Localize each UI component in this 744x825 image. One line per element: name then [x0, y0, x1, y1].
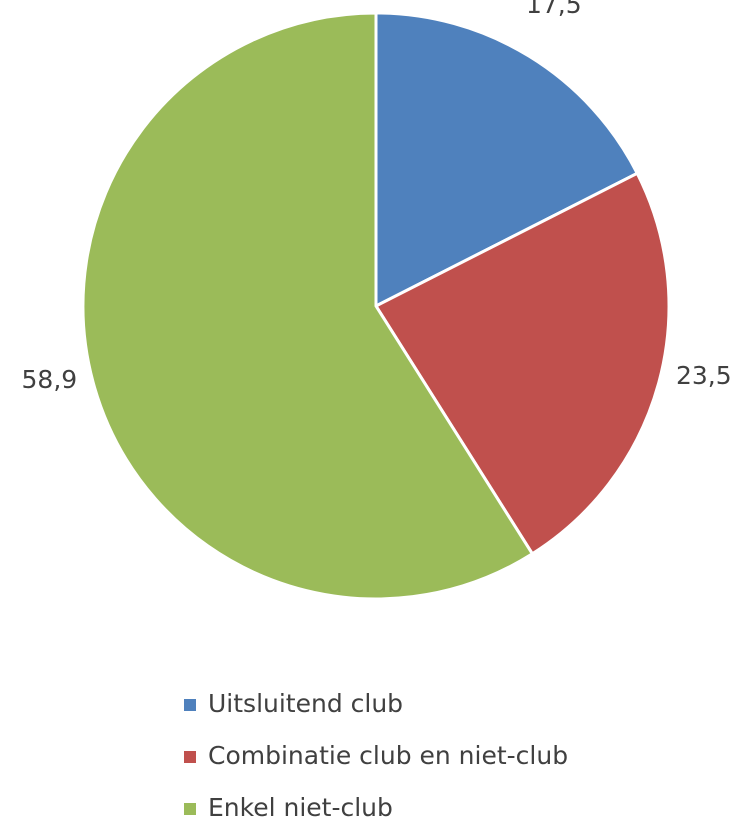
legend-label: Enkel niet-club — [208, 793, 393, 822]
legend-swatch — [184, 751, 196, 763]
pie-slice — [81, 11, 535, 601]
legend-swatch — [184, 803, 196, 815]
pie-slice — [374, 11, 640, 309]
pie-slice — [373, 171, 671, 556]
value-label: 58,9 — [22, 365, 78, 394]
legend-label: Combinatie club en niet-club — [208, 741, 568, 770]
value-label: 17,5 — [526, 0, 582, 19]
legend-swatch — [184, 699, 196, 711]
value-label: 23,5 — [676, 361, 732, 390]
legend-label: Uitsluitend club — [208, 689, 403, 718]
